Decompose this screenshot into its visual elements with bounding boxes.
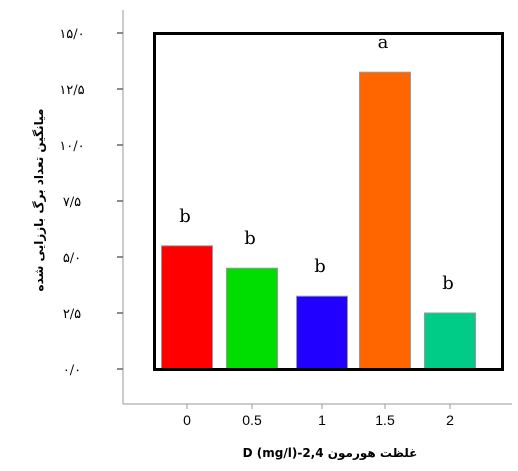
- y-tick-label: ۰/۰: [63, 363, 81, 378]
- axes: [122, 10, 512, 405]
- bar-1: [296, 295, 348, 370]
- y-tick-label: ۱۵/۰: [59, 27, 84, 42]
- x-tick-label: 1.5: [375, 412, 395, 428]
- plot-frame: [153, 32, 504, 371]
- bar-0.5: [226, 267, 278, 370]
- bar-1.5: [359, 71, 411, 370]
- y-tick-label: ۵/۰: [63, 251, 81, 266]
- y-tick-label: ۷/۵: [63, 195, 81, 210]
- bar-2: [424, 312, 476, 370]
- x-tick-label: 1: [318, 412, 326, 428]
- bar-0: [161, 245, 213, 370]
- y-tick-label: ۱۰/۰: [59, 139, 84, 154]
- x-tick-label: 0.5: [242, 412, 262, 428]
- y-axis-label: میانگین تعداد برگ باززایی شده: [31, 109, 46, 292]
- y-tick-label: ۱۲/۵: [59, 83, 84, 98]
- x-axis-label: غلظت هورمون 2,4-D (mg/l): [243, 446, 418, 461]
- y-tick-label: ۲/۵: [63, 307, 81, 322]
- significance-letter: b: [179, 206, 191, 227]
- x-tick-label: 0: [183, 412, 191, 428]
- significance-letter: b: [314, 256, 326, 277]
- significance-letter: b: [442, 273, 454, 294]
- y-ticks: ۰/۰ ۲/۵ ۵/۰ ۷/۵ ۱۰/۰ ۱۲/۵ ۱۵/۰: [59, 27, 123, 378]
- bars: [161, 71, 476, 370]
- significance-letter: b: [244, 228, 256, 249]
- x-ticks: 0 0.5 1 1.5 2: [183, 404, 454, 428]
- significance-letters: b b b a b: [179, 32, 454, 294]
- significance-letter: a: [378, 32, 389, 53]
- x-tick-label: 2: [446, 412, 454, 428]
